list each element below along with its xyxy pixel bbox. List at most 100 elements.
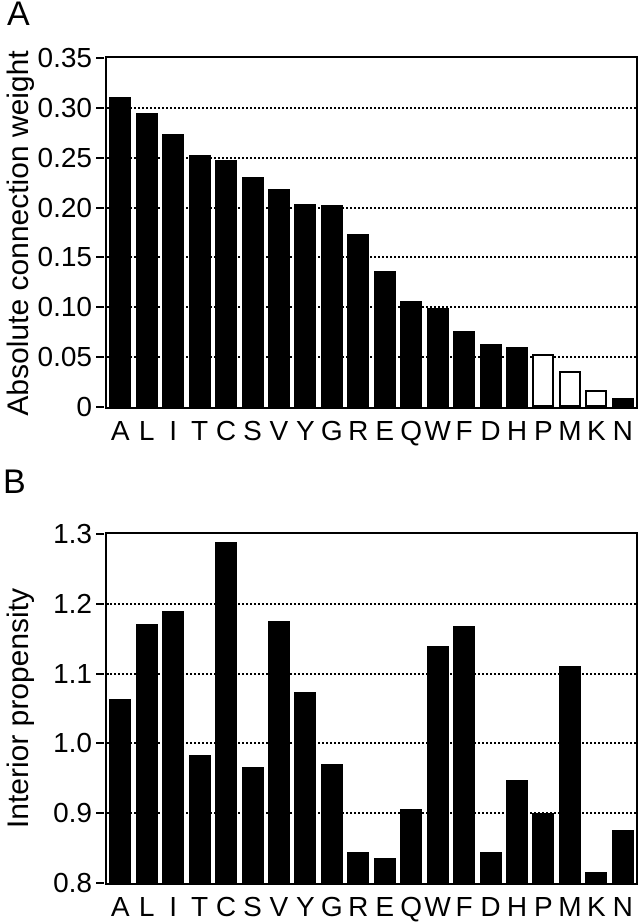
bar-L — [135, 112, 158, 407]
x-category-label: V — [269, 415, 289, 446]
x-category-label: S — [243, 891, 262, 922]
y-tick-label: 0.9 — [53, 797, 92, 829]
plot-area — [107, 58, 636, 407]
bar-N — [611, 398, 634, 407]
y-tick — [96, 602, 104, 605]
x-category-label: I — [169, 891, 177, 922]
bar-I — [162, 133, 185, 407]
gridline — [107, 306, 636, 309]
x-category-label: K — [586, 415, 606, 446]
y-tick — [96, 106, 104, 109]
bar-E — [373, 271, 396, 407]
plot-frame — [105, 56, 638, 409]
x-category-label: A — [110, 891, 130, 922]
y-tick — [96, 812, 104, 815]
x-category-label: Q — [400, 415, 423, 446]
y-tick-label: 0.35 — [37, 42, 93, 73]
x-category-label: V — [269, 891, 289, 922]
y-tick — [96, 672, 104, 675]
plot-frame — [105, 532, 638, 885]
bar-V — [267, 188, 290, 407]
y-tick — [96, 57, 104, 59]
bar-G — [320, 764, 343, 883]
x-category-label: P — [534, 891, 553, 922]
x-category-label: P — [534, 415, 553, 446]
bar-T — [188, 154, 211, 407]
bar-V — [267, 620, 290, 883]
bar-Q — [400, 301, 423, 407]
x-category-label: H — [506, 415, 528, 446]
bar-S — [241, 176, 264, 407]
y-axis-title-interior-propensity: Interior propensity — [2, 587, 35, 829]
bar-W — [426, 646, 449, 883]
bar-Y — [294, 203, 317, 407]
x-category-label: G — [320, 891, 343, 922]
bar-S — [241, 767, 264, 883]
x-category-label: K — [586, 891, 606, 922]
x-category-label: L — [138, 415, 155, 446]
x-category-label: T — [191, 891, 209, 922]
bar-Y — [294, 691, 317, 883]
y-tick — [96, 406, 104, 408]
y-tick-label: 0.25 — [37, 141, 93, 173]
y-tick — [96, 206, 104, 209]
gridline — [107, 742, 636, 745]
bar-K — [585, 390, 608, 407]
y-tick-label: 1.3 — [53, 518, 92, 549]
bar-A — [109, 96, 132, 407]
x-category-label: C — [215, 415, 237, 446]
x-category-label: W — [424, 891, 451, 922]
bar-K — [585, 871, 608, 883]
bar-P — [532, 813, 555, 883]
y-tick-label: 0.10 — [37, 291, 93, 323]
x-category-label: D — [480, 891, 501, 922]
bar-M — [558, 665, 581, 883]
bar-Q — [400, 809, 423, 883]
bar-L — [135, 624, 158, 883]
y-tick-label: 1.2 — [53, 587, 92, 619]
bar-F — [453, 626, 476, 883]
y-tick-label: 0 — [76, 391, 92, 422]
y-tick — [96, 256, 104, 259]
y-tick — [96, 156, 104, 159]
y-tick-label: 0.20 — [37, 191, 93, 223]
x-category-label: Y — [296, 891, 315, 922]
panel-label-a: A — [7, 0, 30, 33]
x-category-label: C — [215, 891, 237, 922]
y-tick-label: 1.1 — [53, 657, 92, 689]
bar-D — [479, 344, 502, 407]
y-tick — [96, 882, 104, 884]
x-category-label: A — [110, 415, 130, 446]
gridline — [107, 356, 636, 359]
bar-C — [215, 159, 237, 407]
gridline — [107, 206, 636, 209]
bar-F — [453, 331, 476, 407]
gridline — [107, 256, 636, 259]
x-category-label: E — [375, 415, 395, 446]
y-tick-label: 0.15 — [37, 241, 93, 273]
x-category-label: R — [348, 891, 369, 922]
y-tick-label: 0.30 — [37, 91, 93, 123]
y-tick — [96, 533, 104, 535]
gridline — [107, 106, 636, 109]
bar-W — [426, 308, 449, 407]
x-category-label: N — [612, 891, 633, 922]
x-category-label: W — [424, 415, 451, 446]
x-category-label: H — [506, 891, 528, 922]
bar-R — [347, 852, 370, 883]
gridline — [107, 602, 636, 605]
bar-A — [109, 699, 132, 883]
bar-I — [162, 610, 185, 883]
y-tick — [96, 356, 104, 359]
y-tick-label: 0.05 — [37, 341, 93, 373]
plot-area — [107, 534, 636, 883]
x-category-label: T — [191, 415, 209, 446]
bar-H — [506, 779, 528, 883]
x-category-label: M — [558, 891, 582, 922]
y-tick-label: 0.8 — [53, 867, 92, 898]
x-category-label: N — [612, 415, 633, 446]
x-category-label: D — [480, 415, 501, 446]
gridline — [107, 812, 636, 815]
